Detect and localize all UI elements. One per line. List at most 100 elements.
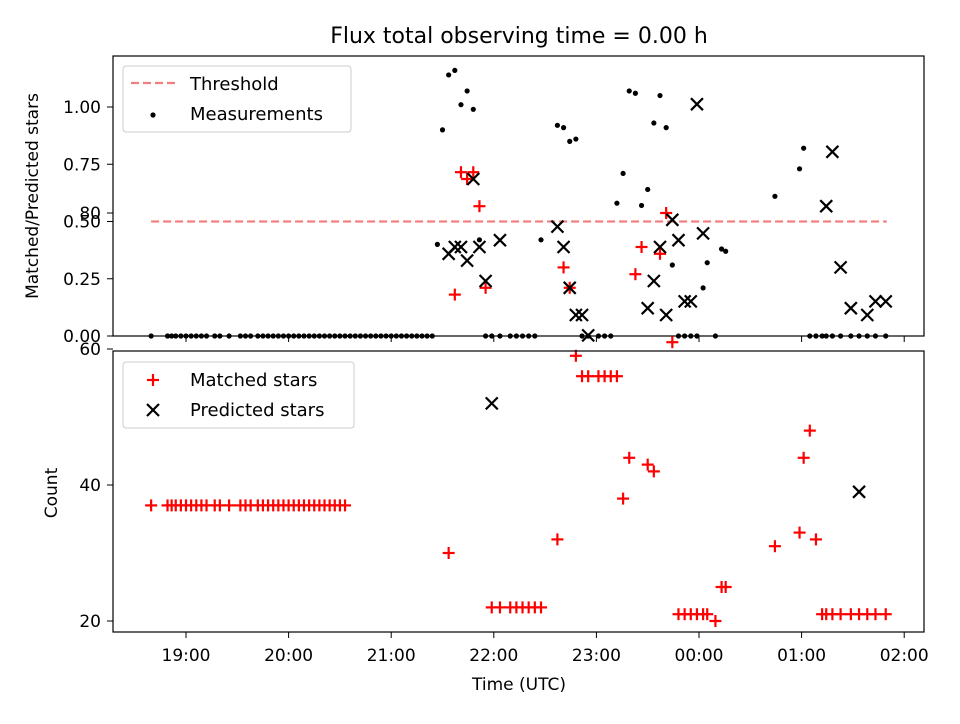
matched-star-point (493, 601, 506, 614)
matched-star-point (551, 533, 564, 546)
matched-star-point (623, 451, 636, 464)
measurement-point (476, 237, 483, 243)
top-ytick-label: 0.75 (63, 155, 101, 175)
measurement-point (560, 125, 567, 131)
measurement-point (614, 200, 620, 206)
matched-star-point (701, 608, 714, 621)
bottom-xtick-label: 20:00 (264, 646, 313, 666)
predicted-star-point (472, 240, 487, 254)
legend-predicted-label: Predicted stars (190, 400, 324, 421)
matched-star-point (442, 547, 455, 559)
matched-star-point (666, 336, 679, 349)
predicted-star-point (653, 240, 667, 254)
measurement-point (464, 88, 470, 94)
legend-matched-label: Matched stars (190, 370, 317, 391)
matched-star-point (629, 268, 642, 281)
legend-threshold-label: Threshold (189, 74, 279, 95)
measurement-point (626, 88, 632, 94)
predicted-star-point (852, 485, 866, 499)
predicted-star-point (581, 328, 595, 343)
measurement-point (718, 246, 725, 252)
matched-star-point (339, 499, 352, 512)
measurement-point (452, 67, 458, 73)
bottom-y-ticks: 20 40 60 80 (79, 204, 113, 632)
predicted-star-point (844, 301, 858, 315)
measurement-point (567, 138, 573, 144)
top-y-ticks: 0.00 0.25 0.50 0.75 1.00 (63, 98, 113, 347)
measurement-point (651, 120, 657, 126)
legend-matched-swatch (147, 374, 159, 386)
bottom-legend: Matched stars Predicted stars (122, 361, 355, 429)
matched-star-point (635, 241, 648, 253)
matched-star-point (473, 200, 486, 213)
bottom-legend-box (122, 361, 355, 429)
measurement-point (723, 248, 729, 254)
bottom-xtick-label: 22:00 (469, 646, 518, 666)
top-ytick-label: 0.25 (63, 270, 101, 290)
predicted-star-point (562, 281, 577, 295)
predicted-star-point (825, 145, 840, 159)
predicted-star-point (484, 396, 499, 411)
predicted-star-point (684, 294, 698, 309)
matched-star-point (834, 608, 847, 621)
measurement-point (704, 260, 710, 266)
predicted-star-point (665, 213, 680, 227)
matched-star-point (145, 499, 158, 512)
measurement-point (439, 127, 446, 133)
predicted-star-point (454, 240, 468, 254)
matched-star-point (479, 281, 492, 294)
matched-star-point (223, 499, 236, 512)
predicted-star-point (550, 219, 565, 234)
bottom-xtick-label: 02:00 (880, 646, 929, 666)
matched-star-point (467, 166, 480, 179)
predicted-star-point (640, 301, 655, 315)
predicted-star-point (671, 233, 686, 247)
predicted-star-point (819, 199, 834, 213)
measurement-point (470, 106, 476, 112)
predicted-star-point (460, 253, 474, 268)
top-x-ticks (185, 336, 905, 342)
matched-star-point (654, 247, 667, 260)
measurement-point (796, 166, 803, 172)
measurement-point (458, 102, 464, 108)
measurement-point (669, 262, 675, 268)
measurement-point (645, 186, 651, 193)
matched-star-point (461, 173, 474, 185)
measurement-point (573, 136, 579, 142)
matched-star-point (869, 608, 882, 621)
matched-star-point (709, 615, 722, 627)
measurement-point (663, 125, 669, 131)
bottom-xtick-label: 19:00 (162, 646, 211, 666)
predicted-star-point (466, 172, 481, 186)
bottom-xtick-label: 01:00 (777, 646, 826, 666)
matched-star-point (454, 166, 467, 179)
measurement-point (657, 92, 663, 99)
bottom-panel: 20 40 60 80 19:00 20:00 21:00 22:00 23:00 00:00 0… (42, 97, 929, 695)
predicted-star-point (860, 308, 875, 322)
figure-title: Flux total observing time = 0.00 h (330, 24, 708, 49)
bottom-xtick-label: 23:00 (572, 646, 621, 666)
top-ytick-label: 0.00 (63, 327, 101, 347)
matched-star-point (641, 458, 654, 471)
predicted-star-point (493, 233, 507, 247)
bottom-x-ticks: 19:00 20:00 21:00 22:00 23:00 00:00 01:00 02:00 (162, 632, 929, 666)
predicted-star-point (647, 274, 661, 288)
bottom-xtick-label: 00:00 (675, 646, 724, 666)
measurement-point (446, 72, 452, 78)
bottom-ytick-label: 80 (79, 204, 101, 224)
measurement-point (801, 145, 807, 151)
bottom-plot-area (145, 97, 893, 627)
measurement-point (772, 193, 778, 199)
matched-star-point (569, 349, 582, 362)
top-axes-frame (112, 55, 925, 337)
measurement-point (620, 170, 626, 177)
top-ytick-label: 1.00 (63, 98, 101, 118)
matched-star-point (582, 370, 595, 383)
matched-star-point (797, 451, 810, 464)
top-legend: Threshold Measurements (122, 65, 352, 133)
measurement-point (700, 285, 706, 291)
measurement-point (554, 122, 561, 128)
matched-star-point (557, 261, 570, 274)
predicted-star-point (690, 97, 704, 111)
